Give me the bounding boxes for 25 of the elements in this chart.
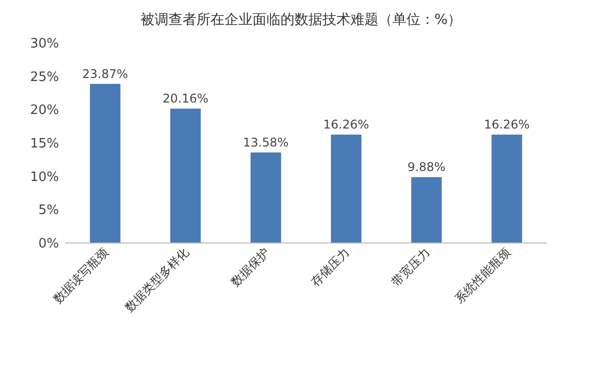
x-tick-label: 系统性能瓶颈 — [452, 245, 513, 306]
x-tick-label: 带宽压力 — [388, 245, 433, 290]
y-tick-label: 25% — [30, 70, 59, 85]
bar — [330, 134, 362, 243]
y-tick-label: 30% — [30, 36, 59, 52]
bar — [170, 108, 201, 243]
data-label: 13.58% — [242, 135, 289, 150]
y-tick-label: 0% — [38, 236, 59, 252]
bar — [250, 152, 282, 243]
data-label: 16.26% — [323, 118, 370, 132]
x-tick-label: 数据保护 — [228, 245, 272, 290]
y-tick-label: 5% — [38, 203, 59, 218]
bar — [492, 134, 522, 243]
y-tick-label: 20% — [30, 103, 59, 118]
data-label: 16.26% — [484, 118, 530, 132]
x-tick-label: 存储压力 — [308, 245, 352, 290]
data-label: 20.16% — [162, 92, 208, 106]
chart-title: 被调查者所在企业面临的数据技术难题（单位：%） — [140, 12, 462, 28]
y-tick-label: 15% — [30, 136, 59, 152]
x-tick-label: 数据类型多样化 — [122, 245, 192, 315]
data-label: 9.88% — [407, 160, 446, 174]
data-label: 23.87% — [82, 66, 128, 81]
bar — [90, 84, 120, 243]
y-tick-label: 10% — [30, 170, 59, 185]
bar — [411, 177, 442, 243]
